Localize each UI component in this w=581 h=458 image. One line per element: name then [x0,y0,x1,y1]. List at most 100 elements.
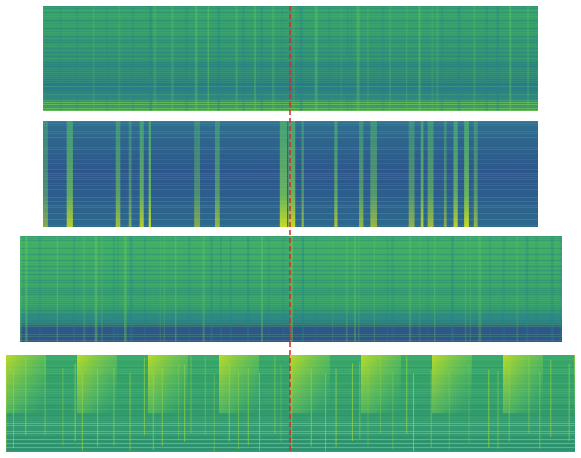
onset-line [282,236,285,342]
onset-line [290,236,294,342]
frequency-band [43,52,538,53]
onset-line [129,372,131,451]
onset-stripe [464,121,469,227]
onset-line [143,236,146,342]
onset-line [427,236,430,342]
frequency-band [20,240,562,241]
frequency-band [20,322,562,323]
frequency-band [20,260,562,261]
frequency-band [20,334,562,335]
frequency-band [6,451,575,452]
frequency-band [43,68,538,69]
frequency-band [20,296,562,297]
onset-stripe [420,121,424,227]
frequency-band [20,244,562,245]
frequency-band [20,272,562,273]
onset-line [153,6,157,111]
frequency-band [6,443,575,444]
onset-line [188,236,191,342]
frequency-band [20,256,562,257]
onset-stripe [473,121,478,227]
onset-line [185,6,189,111]
note-onset-glow [219,355,259,414]
note-onset-glow [77,355,117,414]
onset-line [525,236,529,342]
frequency-band [43,100,538,101]
onset-line [489,236,491,342]
onset-line [217,6,220,111]
frequency-band [20,298,562,299]
frequency-band [20,254,562,255]
onset-line [488,369,490,448]
frequency-band [20,274,562,275]
frequency-band [43,84,538,85]
onset-line [485,6,488,111]
onset-line [76,6,78,111]
onset-stripe [139,121,144,227]
onset-line [559,236,562,342]
onset-line [132,6,134,111]
frequency-band [20,246,562,247]
onset-line [496,6,499,111]
onset-line [106,6,108,111]
onset-line [129,236,133,342]
frequency-band [20,258,562,259]
onset-line [159,236,161,342]
onset-line [550,359,552,438]
onset-line [292,6,295,111]
frequency-band [43,12,538,13]
frequency-band [20,314,562,315]
frequency-band [6,429,575,430]
note-onset-glow [574,355,575,414]
onset-line [315,236,317,342]
onset-line [527,6,529,111]
frequency-band [20,304,562,305]
frequency-band [20,264,562,265]
onset-line [242,6,245,111]
note-onset-glow [361,355,401,414]
frequency-band [20,290,562,291]
frequency-band [43,28,538,29]
frequency-band [20,316,562,317]
onset-line [418,236,421,342]
frequency-band [20,300,562,301]
onset-line [254,6,256,111]
frequency-band [20,268,562,269]
onset-line [434,236,436,342]
frequency-band [20,306,562,307]
frequency-band [43,60,538,61]
onset-line [451,236,454,342]
onset-line [473,6,476,111]
onset-line [345,236,348,342]
onset-line [350,6,353,111]
onset-line [335,369,337,447]
onset-line [430,369,432,448]
onset-line [194,6,198,111]
onset-line [280,364,282,443]
spectrogram [20,236,562,342]
onset-stripe [148,121,151,227]
onset-stripe [443,121,447,227]
onset-line [464,236,467,342]
frequency-band [6,427,575,428]
onset-line [210,236,213,342]
frequency-band [20,262,562,263]
frequency-band [20,292,562,293]
onset-line [112,236,115,342]
onset-stripe [214,121,220,227]
onset-line [143,357,145,436]
frequency-band [20,310,562,311]
onset-line [213,373,215,452]
onset-line [408,236,412,342]
onset-line [413,373,415,452]
onset-line [124,236,127,342]
onset-line [299,6,303,111]
spectrogram [6,355,575,452]
onset-line [25,236,28,342]
onset-line [274,355,276,434]
frequency-band [20,252,562,253]
onset-line [271,6,275,111]
onset-stripe [115,121,121,227]
frequency-band [20,280,562,281]
